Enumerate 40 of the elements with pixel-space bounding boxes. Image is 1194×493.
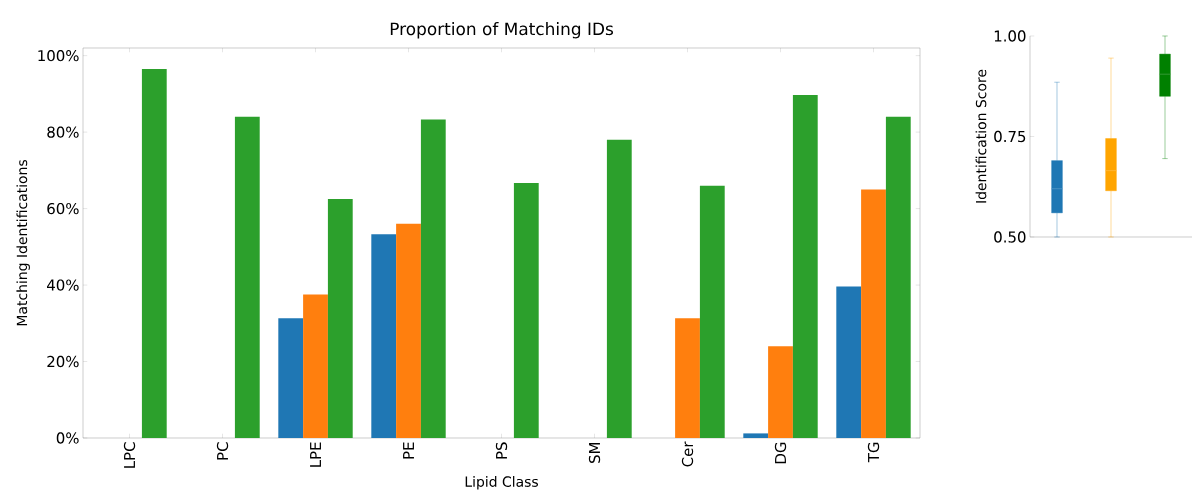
bar [743, 433, 769, 439]
x-tick-label: Cer [681, 441, 694, 467]
bar [234, 116, 260, 439]
x-tick-label: DG [774, 442, 787, 464]
y-tick-label: 40% [47, 279, 79, 291]
x-tick-label: LPE [310, 442, 321, 467]
x-tick-label: SM [588, 443, 601, 463]
y-tick-label: 60% [47, 202, 79, 215]
x-axis-title: Lipid Class [465, 476, 539, 490]
bar [327, 199, 353, 439]
chart-title: Proportion of Matching IDs [390, 22, 614, 39]
bar [861, 189, 886, 439]
bar [836, 286, 862, 439]
y-axis-title: Identification Score [975, 69, 987, 203]
x-tick-label: PE [403, 442, 414, 459]
bar [371, 234, 397, 439]
y-tick-label: 80% [47, 126, 79, 138]
x-tick-label: PS [495, 442, 508, 459]
bar [675, 318, 700, 439]
bar [606, 139, 632, 439]
bar [278, 318, 304, 439]
x-tick-label: TG [867, 442, 880, 463]
bar [396, 223, 421, 439]
y-tick-label: 0.50 [994, 231, 1026, 243]
y-tick-label: 100% [38, 50, 79, 62]
bar [513, 183, 539, 439]
bar [792, 95, 818, 439]
y-tick-label: 0.75 [994, 130, 1026, 143]
bar [141, 69, 167, 439]
bar [885, 116, 911, 439]
x-tick-label: LPC [123, 442, 136, 468]
y-tick-label: 0% [56, 432, 79, 444]
bar [420, 119, 446, 439]
x-tick-label: PC [216, 442, 229, 460]
y-tick-label: 20% [47, 355, 79, 368]
y-tick-label: 1.00 [994, 30, 1026, 42]
y-axis-title: Matching Identifications [16, 160, 30, 326]
bar [699, 185, 725, 439]
bar [768, 346, 793, 439]
bar [303, 294, 328, 439]
